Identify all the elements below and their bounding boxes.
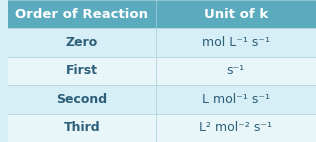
Text: Zero: Zero [66,36,98,49]
FancyBboxPatch shape [8,57,156,85]
FancyBboxPatch shape [156,28,316,57]
FancyBboxPatch shape [8,28,156,57]
Text: L² mol⁻² s⁻¹: L² mol⁻² s⁻¹ [199,121,272,134]
Text: Order of Reaction: Order of Reaction [15,8,148,21]
Text: L mol⁻¹ s⁻¹: L mol⁻¹ s⁻¹ [202,93,270,106]
FancyBboxPatch shape [8,85,156,114]
FancyBboxPatch shape [156,114,316,142]
Text: Unit of k: Unit of k [204,8,268,21]
FancyBboxPatch shape [156,0,316,28]
Text: mol L⁻¹ s⁻¹: mol L⁻¹ s⁻¹ [202,36,270,49]
FancyBboxPatch shape [156,85,316,114]
Text: First: First [66,64,98,78]
Text: Third: Third [64,121,100,134]
Text: s⁻¹: s⁻¹ [227,64,245,78]
Text: Second: Second [56,93,107,106]
FancyBboxPatch shape [8,114,156,142]
FancyBboxPatch shape [8,0,156,28]
FancyBboxPatch shape [156,57,316,85]
